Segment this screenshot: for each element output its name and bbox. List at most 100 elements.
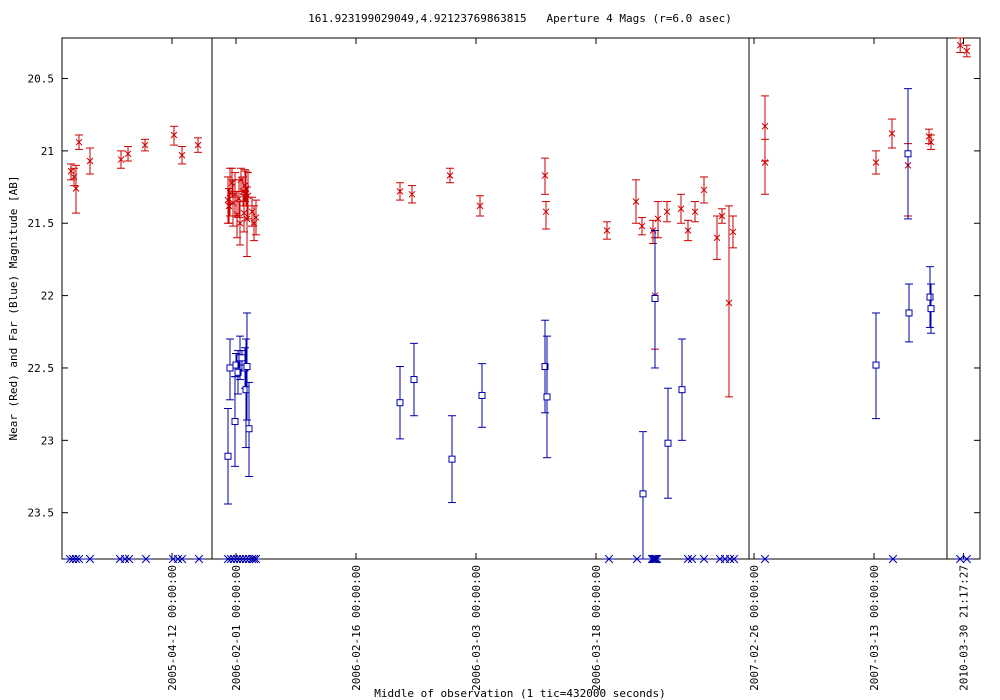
far-point [639, 490, 647, 498]
far-point [927, 305, 935, 313]
observation-marker [193, 554, 205, 564]
near-point [718, 212, 726, 220]
observation-marker [176, 554, 188, 564]
near-point [541, 172, 549, 179]
near-point [252, 214, 260, 221]
observation-markers [64, 554, 973, 564]
near-point [225, 202, 233, 210]
far-point [448, 455, 456, 463]
y-tick-label: 23.5 [28, 507, 55, 520]
near-point [141, 141, 149, 149]
near-point [663, 208, 671, 216]
observation-marker [759, 554, 771, 564]
observation-marker [603, 554, 615, 564]
y-tick-label: 23 [41, 434, 54, 447]
near-point [700, 186, 708, 194]
far-point [396, 399, 404, 407]
observation-marker [73, 554, 85, 564]
y-tick-label: 22 [41, 290, 54, 303]
near-point [235, 195, 243, 202]
far-series [224, 88, 935, 560]
near-point [888, 130, 896, 137]
near-point [729, 228, 737, 236]
x-tick-label: 2006-03-18 00:00:00 [590, 565, 603, 691]
near-point [713, 234, 721, 242]
x-tick-label: 2010-03-30 21:17:27 [958, 565, 971, 691]
x-tick-label: 2005-04-12 00:00:00 [166, 565, 179, 691]
near-point [240, 209, 248, 217]
near-point [476, 202, 484, 210]
far-point [543, 393, 551, 401]
near-point [117, 156, 125, 163]
near-point [542, 208, 550, 216]
observation-marker [631, 554, 643, 564]
far-point [243, 363, 251, 371]
far-point [664, 439, 672, 447]
x-axis-label: Middle of observation (1 tic=432000 seco… [374, 687, 665, 700]
near-point [761, 159, 769, 166]
observation-marker [140, 554, 152, 564]
observation-marker [728, 554, 740, 564]
near-point [86, 157, 94, 165]
far-point [226, 364, 234, 372]
near-point [927, 138, 935, 146]
x-tick-label: 2007-03-13 00:00:00 [868, 565, 881, 691]
near-point [408, 190, 416, 198]
near-point [178, 151, 186, 159]
near-point [872, 159, 880, 166]
observation-marker [698, 554, 710, 564]
far-point [872, 361, 880, 369]
near-point [691, 208, 699, 216]
y-tick-label: 21.5 [28, 217, 55, 230]
far-point [478, 391, 486, 399]
far-point [541, 363, 549, 371]
near-point [228, 179, 236, 187]
far-point [926, 293, 934, 301]
observation-marker [961, 554, 973, 564]
near-point [396, 188, 404, 195]
near-point [446, 172, 454, 179]
near-point [75, 138, 83, 146]
observation-marker [84, 554, 96, 564]
near-point [603, 227, 611, 234]
observation-marker [123, 554, 135, 564]
chart-title: 161.923199029049,4.92123769863815 Apertu… [308, 12, 732, 25]
observation-marker [250, 554, 262, 564]
near-point [725, 299, 733, 307]
near-point [194, 141, 202, 149]
far-point [678, 386, 686, 394]
near-point [684, 227, 692, 234]
near-point [124, 150, 132, 158]
observation-marker [686, 554, 698, 564]
near-point [632, 198, 640, 205]
far-point [904, 150, 912, 158]
near-point [963, 47, 971, 55]
near-point [761, 122, 769, 130]
near-point [654, 215, 662, 223]
plot-area: 20.5 21 21.5 22 22.5 23 23.5 2005-04-12 00:00:0… [28, 37, 981, 691]
y-tick-label: 20.5 [28, 73, 55, 86]
observation-marker [651, 554, 663, 564]
far-point [410, 376, 418, 384]
plot-frame [61, 37, 981, 560]
near-point [67, 167, 75, 175]
far-point [231, 418, 239, 426]
far-point [905, 309, 913, 317]
near-point [236, 219, 244, 227]
near-point [170, 131, 178, 139]
x-tick-label: 2006-02-16 00:00:00 [350, 565, 363, 691]
near-point [956, 41, 964, 49]
near-series [67, 37, 971, 398]
x-tick-label: 2006-03-03 00:00:00 [470, 565, 483, 691]
observation-marker [887, 554, 899, 564]
far-point [242, 386, 250, 394]
far-point [234, 368, 242, 376]
x-tick-label: 2007-02-26 00:00:00 [748, 565, 761, 691]
far-point [245, 425, 253, 433]
y-tick-label: 22.5 [28, 362, 55, 375]
near-point [638, 222, 646, 230]
far-point [651, 295, 659, 302]
near-point [244, 192, 252, 200]
y-axis-label: Near (Red) and Far (Blue) Magnitude [AB] [7, 176, 20, 441]
near-point [677, 205, 685, 213]
